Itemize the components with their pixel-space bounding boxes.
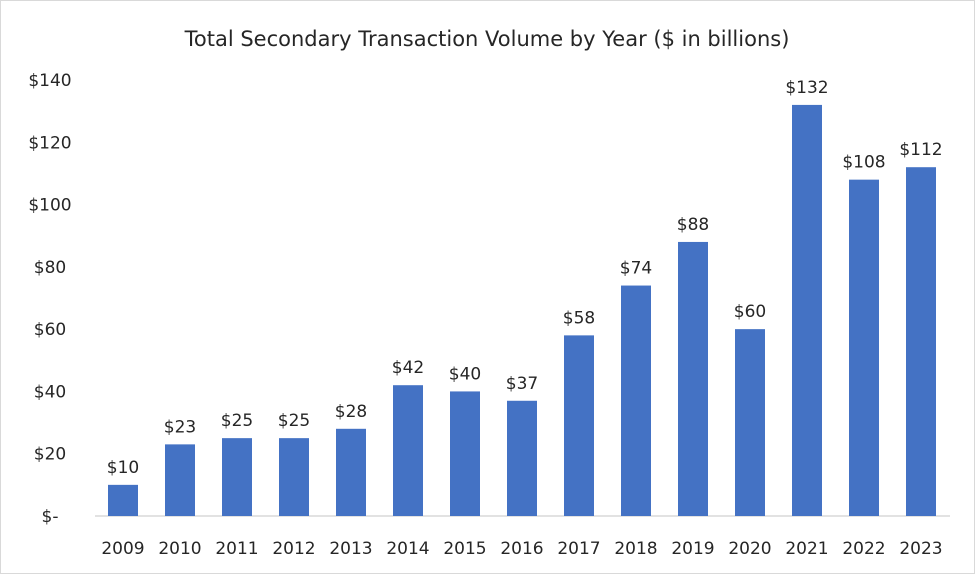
x-tick-label: 2010 — [158, 539, 201, 559]
bar-2014 — [393, 385, 423, 516]
x-tick-label: 2013 — [329, 539, 372, 559]
bar-2022 — [849, 179, 879, 516]
data-label: $58 — [563, 308, 595, 328]
y-tick-label: $120 — [28, 133, 71, 153]
chart-title: Total Secondary Transaction Volume by Ye… — [184, 27, 790, 51]
x-tick-label: 2023 — [899, 539, 942, 559]
bar-2012 — [279, 438, 309, 516]
data-label: $25 — [278, 411, 310, 431]
x-tick-label: 2014 — [386, 539, 429, 559]
bar-2018 — [621, 285, 651, 516]
data-label: $10 — [107, 458, 139, 478]
bar-2020 — [735, 329, 765, 516]
bar-2011 — [222, 438, 252, 516]
x-tick-label: 2012 — [272, 539, 315, 559]
data-label: $112 — [899, 140, 942, 160]
bar-2019 — [678, 241, 708, 516]
y-tick-label: $80 — [34, 258, 66, 278]
bar-2023 — [906, 167, 936, 516]
data-label: $23 — [164, 417, 196, 437]
bar-2013 — [336, 428, 366, 516]
x-tick-label: 2018 — [614, 539, 657, 559]
bar-2016 — [507, 400, 537, 516]
data-label: $60 — [734, 302, 766, 322]
x-tick-label: 2021 — [785, 539, 828, 559]
x-tick-label: 2016 — [500, 539, 543, 559]
y-tick-label: $20 — [34, 445, 66, 465]
data-label: $88 — [677, 215, 709, 235]
bar-2010 — [165, 444, 195, 516]
y-tick-label: $140 — [28, 71, 71, 91]
x-tick-label: 2019 — [671, 539, 714, 559]
y-tick-label: $40 — [34, 382, 66, 402]
x-tick-label: 2020 — [728, 539, 771, 559]
data-label: $40 — [449, 364, 481, 384]
y-tick-label: $60 — [34, 320, 66, 340]
data-label: $74 — [620, 259, 652, 279]
bar-2017 — [564, 335, 594, 516]
data-label: $37 — [506, 374, 538, 394]
data-label: $132 — [785, 78, 828, 98]
bar-2009 — [108, 484, 138, 516]
bar-2021 — [792, 104, 822, 517]
data-label: $108 — [842, 153, 885, 173]
x-tick-label: 2015 — [443, 539, 486, 559]
y-tick-label: $100 — [28, 196, 71, 216]
data-label: $42 — [392, 358, 424, 378]
y-tick-label: $- — [42, 507, 59, 527]
x-tick-label: 2011 — [215, 539, 258, 559]
data-label: $25 — [221, 411, 253, 431]
bar-2015 — [450, 391, 480, 516]
data-label: $28 — [335, 402, 367, 422]
x-tick-label: 2017 — [557, 539, 600, 559]
x-tick-label: 2009 — [101, 539, 144, 559]
x-tick-label: 2022 — [842, 539, 885, 559]
